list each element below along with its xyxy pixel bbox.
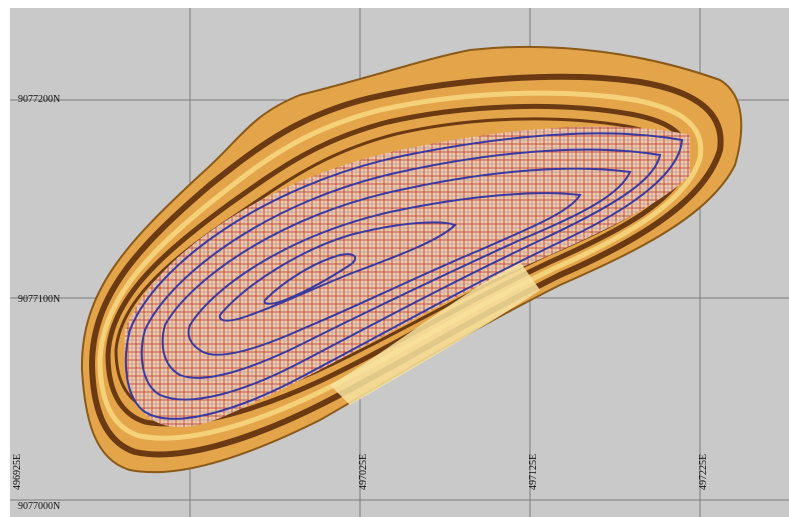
bench-ring-2 [97,90,704,441]
easting-label-4: 497225E [698,454,709,490]
northing-label-3: 9077000N [18,501,60,512]
easting-label-1: 496925E [12,454,23,490]
contour-5 [218,221,457,322]
contour-6 [263,253,357,305]
contour-1 [124,132,684,420]
bench-ring-1 [88,73,724,458]
easting-label-2: 497025E [358,454,369,490]
northing-label-2: 9077100N [18,294,60,305]
contour-4 [187,192,582,356]
easting-labels: 496925E 497025E 497125E 497225E [12,454,709,490]
contour-3 [161,167,632,379]
contour-2 [140,148,662,401]
light-ramp-area [330,262,540,405]
northing-labels: 9077200N 9077100N 9077000N [18,94,60,512]
northing-label-1: 9077200N [18,94,60,105]
easting-label-3: 497125E [528,454,539,490]
contour-lines [124,132,684,420]
